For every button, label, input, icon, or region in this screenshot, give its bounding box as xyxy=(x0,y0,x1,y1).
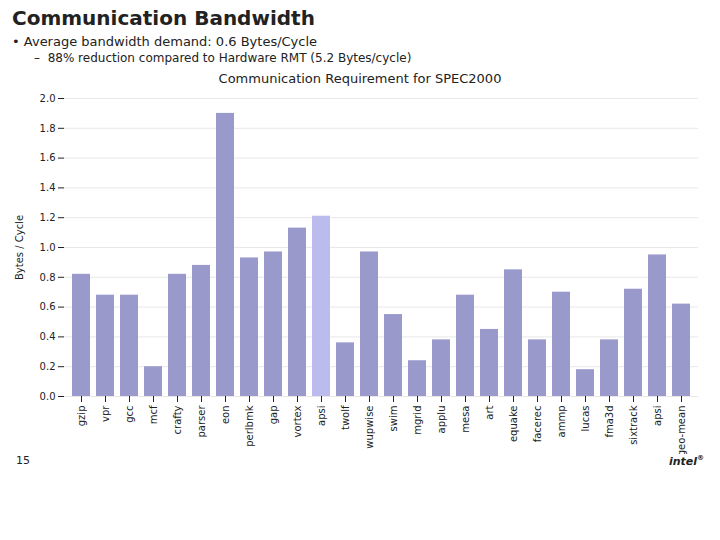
svg-text:twolf: twolf xyxy=(340,405,351,430)
svg-text:apsi: apsi xyxy=(316,406,327,426)
svg-text:1.4: 1.4 xyxy=(40,182,56,193)
svg-text:geo-mean: geo-mean xyxy=(676,406,687,455)
svg-text:gcc: gcc xyxy=(124,406,135,423)
svg-text:1.8: 1.8 xyxy=(40,123,56,134)
svg-text:0.0: 0.0 xyxy=(40,391,56,402)
svg-text:fma3d: fma3d xyxy=(604,406,615,438)
html-text:Communication Bandwidth: Communication Bandwidth xyxy=(12,6,315,30)
svg-text:applu: applu xyxy=(436,406,447,434)
html-text:– 88% reduction compared to Ha: – 88% reduction compared to Hardware RMT… xyxy=(34,51,412,65)
svg-text:mcf: mcf xyxy=(148,405,159,424)
html-text:• Average bandwidth demand: 0.: • Average bandwidth demand: 0.6 Bytes/Cy… xyxy=(12,34,318,49)
svg-text:1.6: 1.6 xyxy=(40,152,56,163)
svg-text:crafty: crafty xyxy=(172,405,183,434)
svg-text:Bytes / Cycle: Bytes / Cycle xyxy=(14,215,25,280)
svg-text:wupwise: wupwise xyxy=(364,406,375,449)
svg-text:0.8: 0.8 xyxy=(40,272,56,283)
svg-text:2.0: 2.0 xyxy=(40,93,56,104)
svg-text:art: art xyxy=(484,405,495,419)
svg-text:equake: equake xyxy=(508,406,519,443)
svg-text:0.2: 0.2 xyxy=(40,361,56,372)
svg-text:1.2: 1.2 xyxy=(40,212,56,223)
svg-text:gap: gap xyxy=(268,406,279,425)
html-text:intel®: intel® xyxy=(668,454,704,468)
svg-text:vpr: vpr xyxy=(100,405,111,422)
svg-text:mgrid: mgrid xyxy=(412,406,423,435)
svg-text:eon: eon xyxy=(220,406,231,425)
svg-text:sixtrack: sixtrack xyxy=(628,405,639,445)
svg-text:ammp: ammp xyxy=(556,406,567,438)
html-text:15: 15 xyxy=(16,454,30,467)
svg-text:swim: swim xyxy=(388,406,399,432)
svg-text:perlbmk: perlbmk xyxy=(244,405,255,446)
svg-text:vortex: vortex xyxy=(292,405,303,437)
svg-text:facerec: facerec xyxy=(532,406,543,443)
svg-text:gzip: gzip xyxy=(76,406,87,427)
svg-text:apsi: apsi xyxy=(652,406,663,426)
svg-text:mesa: mesa xyxy=(460,406,471,433)
svg-text:lucas: lucas xyxy=(580,406,591,432)
svg-text:1.0: 1.0 xyxy=(40,242,56,253)
svg-text:0.4: 0.4 xyxy=(40,331,56,342)
svg-text:0.6: 0.6 xyxy=(40,301,56,312)
svg-text:parser: parser xyxy=(196,405,207,438)
html-text:Communication Requirement for: Communication Requirement for SPEC2000 xyxy=(218,71,502,86)
